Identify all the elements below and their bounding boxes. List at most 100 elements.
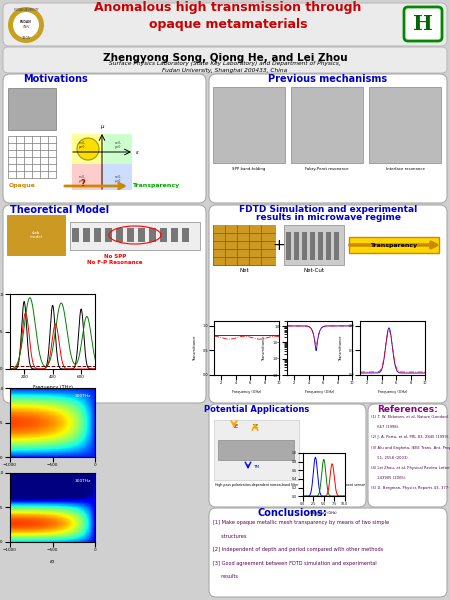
Bar [116,228,123,242]
FancyBboxPatch shape [209,404,366,507]
Text: Displacement sensor: Displacement sensor [331,483,365,487]
X-axis label: Frequency (GHz): Frequency (GHz) [305,390,334,394]
Bar [83,228,90,242]
Text: results: results [213,574,238,579]
Bar [127,228,134,242]
Text: (5) D. Bergman, Physics Reports 43, 377 (1978).: (5) D. Bergman, Physics Reports 43, 377 … [371,487,450,490]
Circle shape [8,7,44,43]
Text: References:: References: [377,404,437,413]
Text: Transparency: Transparency [370,242,418,247]
Text: [2] Independent of depth and period compared with other methods: [2] Independent of depth and period comp… [213,547,383,552]
Circle shape [13,12,39,38]
Text: ε: ε [136,149,139,154]
FancyBboxPatch shape [3,205,206,403]
X-axis label: Frequency (GHz): Frequency (GHz) [232,390,261,394]
Bar [214,420,299,480]
Text: 667 (1998).: 667 (1998). [371,425,399,429]
Text: FDTD Simulation and experimental: FDTD Simulation and experimental [239,205,417,214]
Bar [149,228,156,242]
Bar [334,232,339,260]
Bar [72,228,79,242]
Text: 243905 (2005).: 243905 (2005). [371,476,406,480]
Bar [70,222,200,250]
Bar [318,232,323,260]
Bar [291,87,363,163]
Text: TE: TE [232,424,238,428]
Text: ?: ? [81,179,86,188]
X-axis label: Frequency (GHz): Frequency (GHz) [378,390,407,394]
Text: structures: structures [213,533,247,539]
Bar [284,225,344,265]
Text: FUDAN UNIVERSITY: FUDAN UNIVERSITY [14,8,38,12]
Text: Fabry-Perot resonance: Fabry-Perot resonance [305,167,349,171]
Text: TE: TE [252,424,258,428]
Bar [72,134,104,164]
Text: μ<0: μ<0 [79,179,85,183]
Text: μ>0: μ>0 [115,145,121,149]
Bar [160,228,167,242]
Text: 300THz: 300THz [75,479,91,483]
Text: results in microwave regime: results in microwave regime [256,214,400,223]
X-axis label: Frequency (GHz): Frequency (GHz) [310,511,337,515]
Text: [1] Make opaque metallic mesh transparency by means of two simple: [1] Make opaque metallic mesh transparen… [213,520,389,525]
FancyBboxPatch shape [3,3,447,46]
Bar [171,228,178,242]
Text: Interface resonance: Interface resonance [386,167,424,171]
FancyBboxPatch shape [3,47,447,73]
Text: Net-Cut: Net-Cut [303,268,324,272]
Text: UNIV: UNIV [22,25,30,29]
Text: Zhengyong Song, Qiong He, and Lei Zhou: Zhengyong Song, Qiong He, and Lei Zhou [103,53,347,63]
Text: High-pass polarization-dependent narrow-band filter: High-pass polarization-dependent narrow-… [215,483,298,487]
Text: ε>0,: ε>0, [114,141,122,145]
Bar [94,228,101,242]
Text: ε<0,: ε<0, [78,175,86,179]
Circle shape [77,138,99,160]
Bar [72,164,104,190]
FancyBboxPatch shape [209,205,447,403]
Text: Transparency: Transparency [132,184,179,188]
Bar [105,228,112,242]
Text: Surface Physics Laboratory (State Key Laboratory) and Department of Physics,
Fud: Surface Physics Laboratory (State Key La… [109,61,341,73]
Text: μ: μ [100,124,104,129]
Y-axis label: Transmittance: Transmittance [262,335,266,361]
FancyBboxPatch shape [404,7,442,41]
Text: +: + [273,238,285,253]
Y-axis label: Transmittance: Transmittance [193,335,197,361]
X-axis label: $\varepsilon_2$: $\varepsilon_2$ [49,473,56,481]
Text: Theoretical Model: Theoretical Model [10,205,109,215]
Text: Conclusions:: Conclusions: [258,508,328,518]
Bar [286,232,291,260]
FancyBboxPatch shape [368,404,447,507]
Text: No SPP: No SPP [104,254,126,259]
Bar [326,232,331,260]
Text: TM: TM [253,465,259,469]
Text: 1905: 1905 [22,36,31,40]
Text: FUDAN: FUDAN [20,20,32,24]
Text: Motivations: Motivations [22,74,87,84]
Bar [310,232,315,260]
FancyBboxPatch shape [209,508,447,597]
Text: 300THz: 300THz [75,394,91,398]
Bar [218,440,294,460]
Text: Potential Applications: Potential Applications [204,404,310,413]
Text: Anomalous high transmission through
opaque metamaterials: Anomalous high transmission through opaq… [94,1,362,31]
Text: H: H [413,14,433,34]
Bar [138,228,145,242]
Bar [104,134,132,164]
X-axis label: $\varepsilon_2$: $\varepsilon_2$ [49,557,56,566]
Text: Previous mechanisms: Previous mechanisms [269,74,387,84]
X-axis label: Frequency (THz): Frequency (THz) [33,385,72,390]
Text: Opaque: Opaque [9,184,36,188]
Bar [349,237,439,253]
Text: ε>0,: ε>0, [114,175,122,179]
Bar [8,88,56,130]
Text: SPP band-folding: SPP band-folding [232,167,266,171]
Text: [3] Good agreement between FDTD simulation and experimental: [3] Good agreement between FDTD simulati… [213,560,377,565]
Text: 51, 2558 (2003).: 51, 2558 (2003). [371,456,409,460]
Bar [369,87,441,163]
Text: No F-P Resonance: No F-P Resonance [87,259,143,265]
Bar [213,87,285,163]
Bar [213,225,275,265]
Text: μ>0: μ>0 [79,145,85,149]
FancyBboxPatch shape [3,74,206,203]
